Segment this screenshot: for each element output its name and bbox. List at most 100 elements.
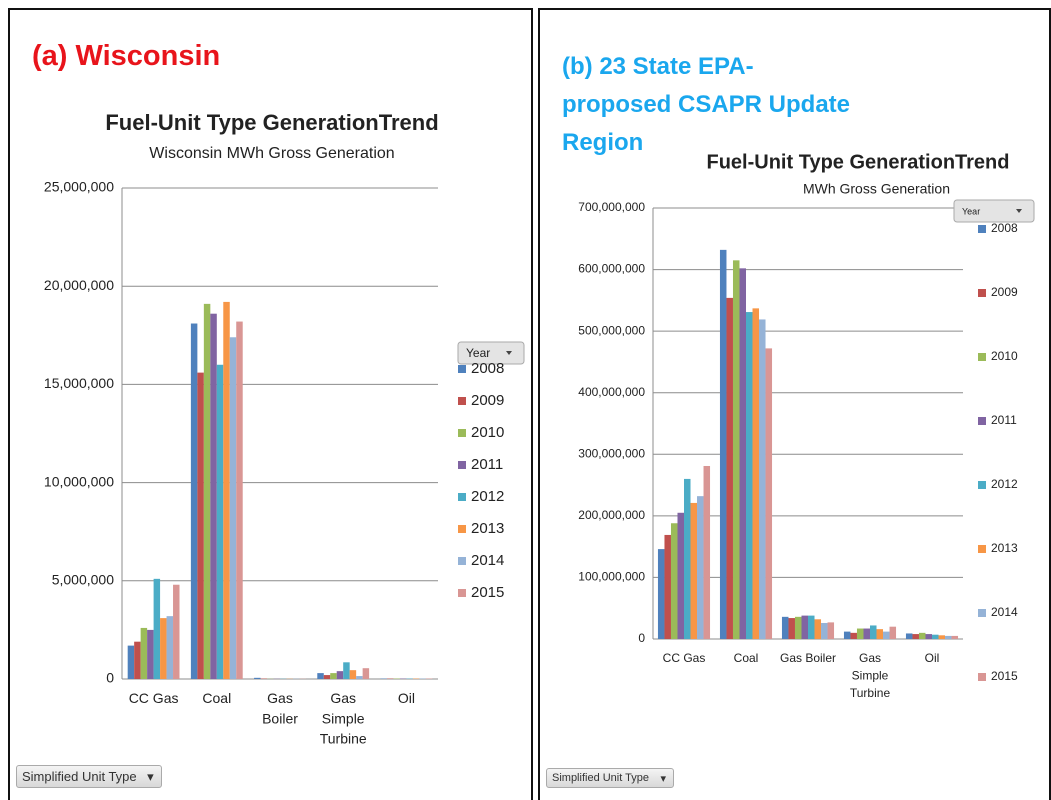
bar: [349, 670, 357, 679]
legend-label: 2009: [991, 285, 1018, 299]
bar: [814, 619, 822, 639]
legend-button: [953, 199, 1035, 223]
chart-subtitle: Wisconsin MWh Gross Generation: [149, 145, 394, 162]
bar: [216, 364, 224, 679]
bar: [889, 626, 897, 639]
bar: [127, 645, 135, 679]
bar: [356, 676, 363, 679]
panel-label: (a) Wisconsin: [32, 40, 221, 72]
bar: [160, 618, 167, 679]
bar: [870, 625, 877, 639]
legend-label: 2013: [991, 541, 1018, 555]
bar: [657, 549, 665, 639]
x-tick-label: Gas Simple Turbine: [850, 651, 891, 700]
legend-swatch: [978, 353, 986, 361]
bar: [794, 616, 802, 639]
bar: [883, 631, 890, 639]
bar: [664, 534, 671, 639]
bar: [147, 629, 154, 679]
chart: Fuel-Unit Type GenerationTrend Wisconsin …: [44, 110, 525, 746]
bar: [703, 465, 711, 639]
y-tick-label: 20,000,000: [44, 277, 114, 293]
dropdown-arrow: [1016, 209, 1022, 213]
bar: [781, 616, 789, 639]
x-tick-label: Coal: [202, 690, 231, 706]
bar: [850, 632, 857, 639]
chart: Fuel-Unit Type GenerationTrend MWh Gross …: [578, 151, 1035, 700]
chart-subtitle: MWh Gross Generation: [803, 181, 950, 197]
x-tick-label: CC Gas: [129, 690, 179, 706]
bar: [765, 348, 773, 639]
bar: [670, 523, 678, 639]
bar: [951, 635, 959, 639]
legend-label: 2011: [471, 456, 503, 473]
legend-swatch: [458, 557, 466, 565]
bar: [254, 677, 261, 679]
dropdown-arrow: [506, 351, 512, 355]
legend-label: 2008: [471, 360, 504, 377]
bar: [843, 631, 851, 639]
bar: [788, 618, 795, 639]
bar: [801, 615, 808, 639]
legend-swatch: [458, 365, 466, 373]
y-tick-label: 15,000,000: [44, 375, 114, 391]
x-tick-label: Gas Boiler: [780, 651, 836, 665]
y-tick-label: 400,000,000: [578, 385, 645, 399]
bar: [236, 321, 243, 679]
y-tick-label: 700,000,000: [578, 200, 645, 214]
y-tick-label: 0: [638, 631, 645, 645]
legend-label: 2010: [471, 424, 504, 441]
bar: [827, 622, 835, 639]
bar: [140, 627, 148, 679]
bar: [905, 633, 913, 639]
legend-swatch: [978, 417, 986, 425]
bar: [739, 268, 746, 639]
legend-label: 2011: [991, 413, 1017, 427]
bar: [323, 675, 331, 679]
y-tick-label: 0: [106, 670, 114, 686]
legend-label: 2015: [991, 669, 1018, 683]
bar: [223, 301, 230, 679]
y-tick-label: 25,000,000: [44, 179, 114, 195]
chart-title: Fuel-Unit Type GenerationTrend: [707, 151, 1010, 173]
legend-label: 2010: [991, 349, 1018, 363]
legend-label: 2014: [991, 605, 1018, 619]
bar: [912, 634, 919, 639]
bar: [343, 662, 350, 679]
y-tick-label: 100,000,000: [578, 570, 645, 584]
field-button[interactable]: Simplified Unit Type: [546, 768, 675, 788]
bar: [210, 313, 217, 679]
bar: [330, 673, 337, 679]
panel: (b) 23 State EPA-proposed CSAPR Update R…: [538, 8, 1051, 800]
legend-swatch: [978, 289, 986, 297]
y-tick-label: 500,000,000: [578, 323, 645, 337]
bar: [856, 628, 864, 639]
bar: [166, 616, 174, 679]
field-button[interactable]: Simplified Unit Type: [16, 765, 162, 788]
legend-swatch: [978, 225, 986, 233]
bar: [746, 312, 753, 639]
bar: [938, 635, 946, 639]
bar: [752, 308, 760, 639]
bar: [821, 622, 828, 639]
bar: [229, 337, 237, 679]
x-tick-label: Coal: [734, 651, 759, 665]
bar: [134, 641, 141, 679]
legend-swatch: [458, 493, 466, 501]
bar: [925, 634, 932, 639]
panel-label: (b) 23 State EPA-proposed CSAPR Update R…: [562, 53, 851, 156]
x-tick-label: Gas Boiler: [262, 690, 298, 726]
y-tick-label: 200,000,000: [578, 508, 645, 522]
legend-swatch: [458, 429, 466, 437]
bar: [677, 512, 684, 639]
legend-swatch: [458, 589, 466, 597]
legend-label: 2012: [991, 477, 1018, 491]
bar: [732, 260, 740, 639]
legend-swatch: [978, 609, 986, 617]
bar: [173, 584, 180, 679]
x-tick-label: CC Gas: [663, 651, 706, 665]
legend-swatch: [458, 397, 466, 405]
bar: [684, 478, 691, 639]
legend-button: [457, 341, 525, 365]
bar: [876, 629, 884, 639]
